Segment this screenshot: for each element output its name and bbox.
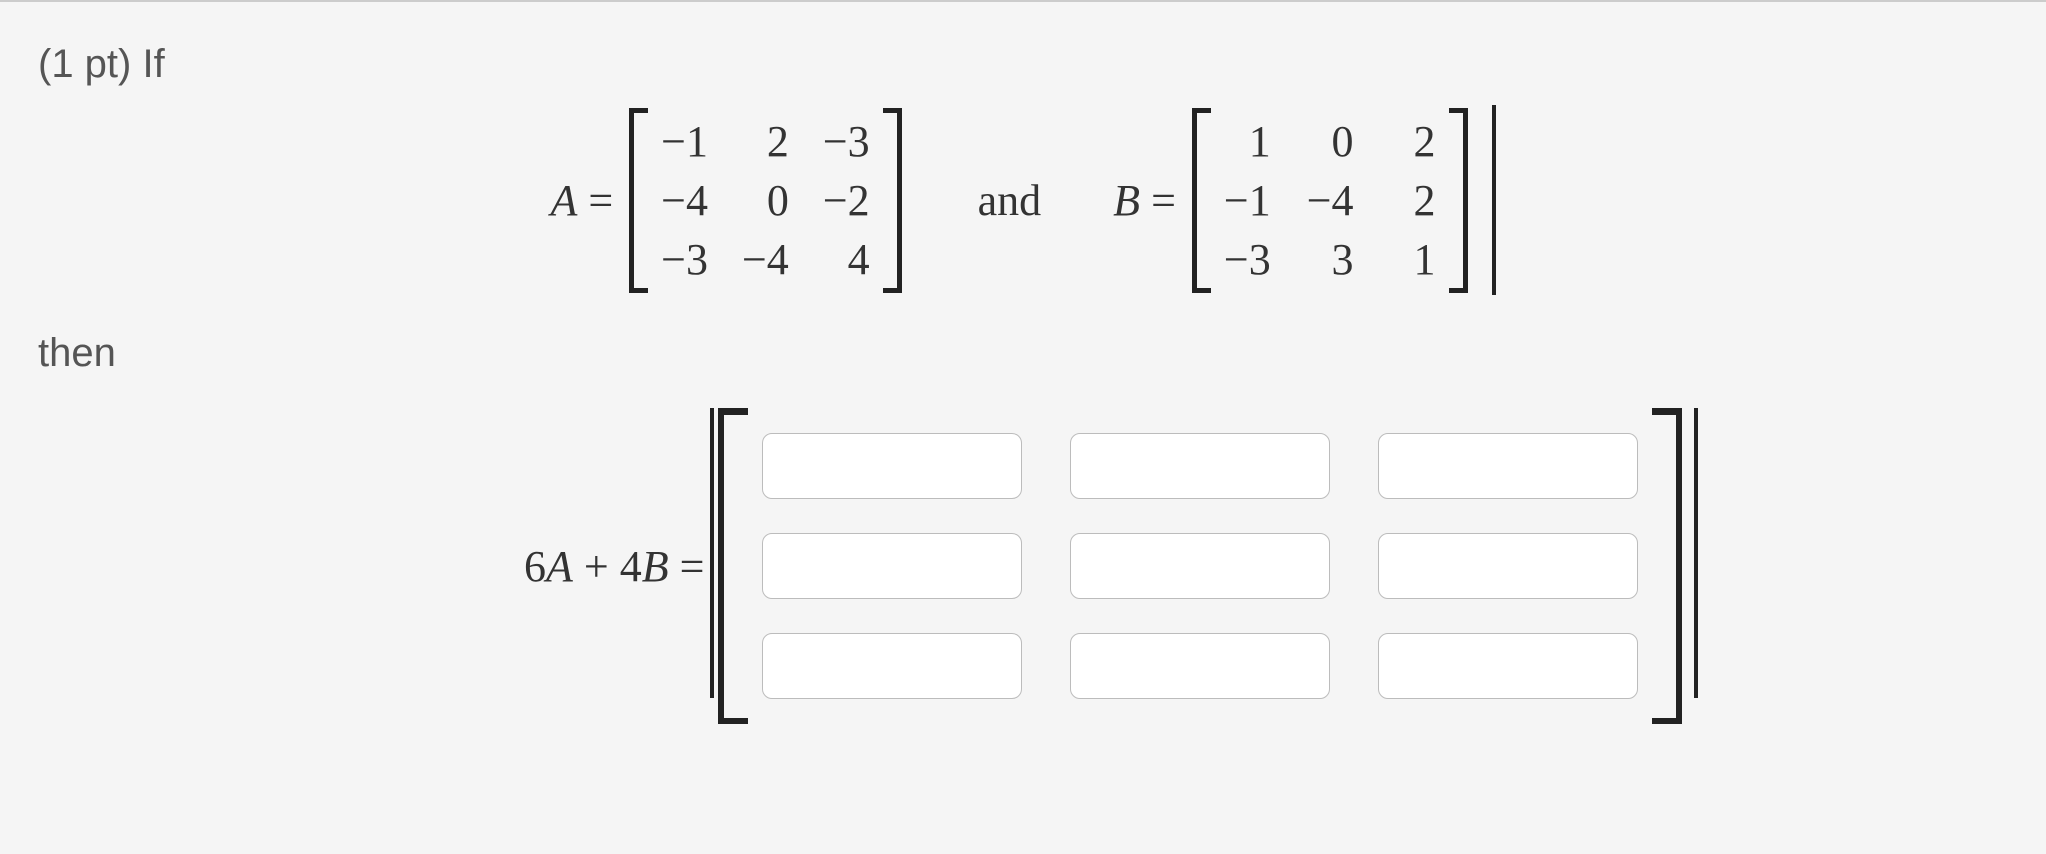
points-prefix: (1 pt) If <box>38 42 2008 87</box>
bracket-right-icon <box>1454 108 1468 293</box>
vertical-bar-icon <box>1492 105 1496 295</box>
answer-row: 6A + 4B = <box>524 408 2008 724</box>
answer-cell-input[interactable] <box>1378 533 1638 599</box>
var-B: B <box>1113 176 1140 225</box>
matrix-A: −1 2 −3 −4 0 −2 −3 −4 4 <box>629 108 901 293</box>
answer-cell-input[interactable] <box>1378 633 1638 699</box>
lhs-A: A = <box>550 175 613 226</box>
answer-matrix <box>718 408 1682 724</box>
var-A: A <box>550 176 577 225</box>
matrix-cell: 1 <box>1390 234 1436 285</box>
matrix-cell: −1 <box>661 116 708 167</box>
answer-cell-input[interactable] <box>762 433 1022 499</box>
matrix-cell: −1 <box>1224 175 1271 226</box>
bracket-left-icon <box>718 408 742 724</box>
answer-cell-input[interactable] <box>1378 433 1638 499</box>
answer-cell-input[interactable] <box>762 633 1022 699</box>
matrix-cell: 0 <box>1307 116 1354 167</box>
answer-cell-input[interactable] <box>1070 433 1330 499</box>
bracket-left-icon <box>629 108 643 293</box>
matrix-cell: −3 <box>661 234 708 285</box>
answer-cell-input[interactable] <box>1070 533 1330 599</box>
matrix-cell: 2 <box>1390 175 1436 226</box>
answer-cell-input[interactable] <box>1070 633 1330 699</box>
matrix-cell: 0 <box>742 175 789 226</box>
matrix-B: 102−1−42−331 <box>1192 108 1468 293</box>
matrix-cell: −3 <box>1224 234 1271 285</box>
lhs-B: B = <box>1113 175 1176 226</box>
matrix-cell: 2 <box>1390 116 1436 167</box>
problem-container: (1 pt) If A = −12−3−40−2−3−44 and B = 10… <box>0 0 2046 764</box>
matrix-cell: 1 <box>1224 116 1271 167</box>
bracket-right-icon <box>1658 408 1682 724</box>
matrix-cell: −3 <box>823 116 870 167</box>
vertical-bar-icon <box>1694 408 1698 698</box>
matrix-cell: 4 <box>823 234 870 285</box>
matrix-cell: −2 <box>823 175 870 226</box>
lhs-result: 6A + 4B = <box>524 541 704 592</box>
matrix-cell: 2 <box>742 116 789 167</box>
matrix-cell: −4 <box>1307 175 1354 226</box>
matrix-cell: −4 <box>661 175 708 226</box>
vertical-bar-icon <box>710 408 714 698</box>
given-matrices-row: A = −12−3−40−2−3−44 and B = 102−1−42−331 <box>38 105 2008 295</box>
bracket-left-icon <box>1192 108 1206 293</box>
then-text: then <box>38 331 2008 376</box>
bracket-right-icon <box>888 108 902 293</box>
answer-cell-input[interactable] <box>762 533 1022 599</box>
and-text: and <box>978 175 1042 226</box>
matrix-cell: 3 <box>1307 234 1354 285</box>
matrix-cell: −4 <box>742 234 789 285</box>
